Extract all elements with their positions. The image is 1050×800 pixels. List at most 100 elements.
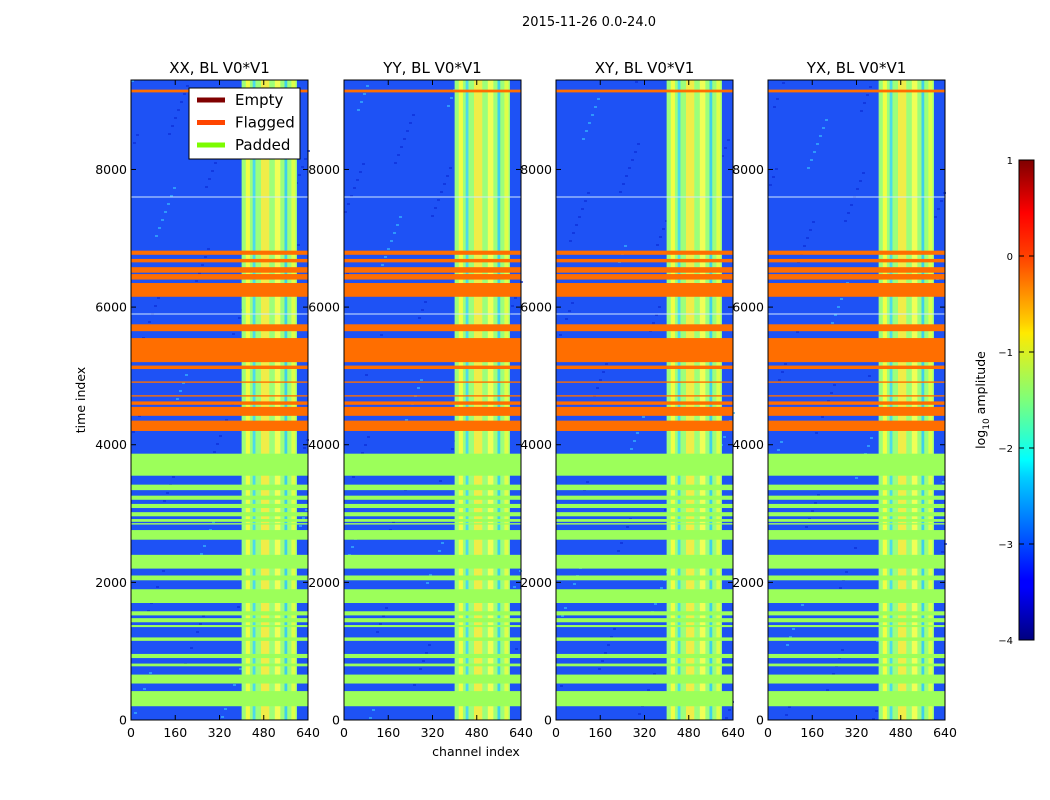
- x-tick-label: 0: [340, 725, 348, 740]
- flagged-row: [768, 250, 945, 255]
- heatmap-noise: [826, 689, 829, 691]
- heatmap-noise: [396, 224, 399, 226]
- heatmap-noise: [232, 333, 235, 335]
- heatmap-noise: [721, 155, 724, 157]
- heatmap-noise: [561, 615, 564, 617]
- heatmap-noise: [364, 444, 367, 446]
- flagged-row: [344, 395, 521, 397]
- heatmap-noise: [162, 570, 165, 572]
- heatmap-noise: [619, 191, 622, 193]
- padded-row: [344, 611, 521, 616]
- heatmap-noise: [164, 211, 167, 213]
- heatmap-noise: [629, 518, 632, 520]
- x-tick-label: 480: [252, 725, 276, 740]
- padded-row: [344, 453, 521, 476]
- padded-row: [344, 484, 521, 491]
- heatmap-noise: [213, 451, 216, 453]
- heatmap-noise: [161, 219, 164, 221]
- padded-row: [768, 637, 945, 641]
- heatmap-noise: [860, 110, 863, 112]
- heatmap-noise: [658, 306, 661, 308]
- padded-row: [768, 495, 945, 500]
- heatmap-noise: [202, 615, 205, 617]
- y-tick-label: 8000: [732, 162, 764, 177]
- heatmap-noise: [403, 138, 406, 140]
- heatmap-noise: [630, 448, 633, 450]
- heatmap-noise: [447, 105, 450, 107]
- suptitle: 2015-11-26 0.0-24.0: [522, 15, 656, 30]
- heatmap-noise: [204, 256, 207, 258]
- heatmap-noise: [638, 713, 641, 715]
- heatmap-noise: [221, 716, 224, 718]
- heatmap-noise: [201, 264, 204, 266]
- heatmap-noise: [575, 224, 578, 226]
- padded-row: [556, 503, 733, 509]
- heatmap-noise: [725, 717, 728, 719]
- x-tick-label: 640: [721, 725, 745, 740]
- channel-stripe: [487, 80, 494, 720]
- padded-row: [768, 523, 945, 525]
- padded-row: [768, 625, 945, 628]
- padded-row: [768, 663, 945, 667]
- heatmap-noise: [601, 660, 604, 662]
- flagged-row: [344, 283, 521, 297]
- heatmap-noise: [211, 170, 214, 172]
- channel-stripe: [274, 80, 281, 720]
- padded-row: [131, 611, 308, 616]
- y-tick-label: 0: [119, 713, 127, 728]
- channel-stripe: [699, 80, 706, 720]
- heatmap-noise: [384, 256, 387, 258]
- flagged-row: [131, 406, 308, 416]
- x-tick-label: 320: [633, 725, 657, 740]
- heatmap-noise: [171, 125, 174, 127]
- heatmap-noise: [379, 623, 382, 625]
- flagged-row: [344, 365, 521, 370]
- heatmap-noise: [424, 301, 427, 303]
- heatmap-noise: [382, 615, 385, 617]
- heatmap-noise: [773, 106, 776, 108]
- padded-row: [131, 523, 308, 525]
- x-tick-label: 640: [296, 725, 320, 740]
- heatmap-noise: [418, 317, 421, 319]
- heatmap-noise: [788, 706, 791, 708]
- heatmap-noise: [360, 101, 363, 103]
- flagged-row: [768, 258, 945, 263]
- channel-stripe: [889, 80, 893, 720]
- heatmap-noise: [578, 216, 581, 218]
- padded-row: [344, 589, 521, 604]
- padded-row: [768, 530, 945, 540]
- padded-row: [131, 637, 308, 641]
- padded-row: [768, 519, 945, 522]
- x-tick-label: 480: [889, 725, 913, 740]
- y-tick-label: 2000: [308, 575, 340, 590]
- x-tick-label: 0: [764, 725, 772, 740]
- heatmap-noise: [420, 379, 423, 381]
- heatmap-noise: [173, 187, 176, 189]
- heatmap-noise: [565, 318, 568, 320]
- heatmap-noise: [872, 718, 875, 720]
- heatmap-noise: [846, 282, 849, 284]
- heatmap-noise: [841, 649, 844, 651]
- heatmap-noise: [624, 245, 627, 247]
- flagged-row: [131, 258, 308, 263]
- x-tick-label: 160: [800, 725, 824, 740]
- heatmap-noise: [363, 93, 366, 95]
- flagged-row: [344, 406, 521, 416]
- heatmap-noise: [727, 139, 730, 141]
- padded-row: [768, 618, 945, 623]
- padded-row: [768, 589, 945, 604]
- x-tick-label: 160: [376, 725, 400, 740]
- heatmap-noise: [353, 187, 356, 189]
- flagged-row: [131, 274, 308, 280]
- padded-row: [344, 674, 521, 684]
- flagged-row: [344, 338, 521, 363]
- y-tick-label: 2000: [732, 575, 764, 590]
- channel-stripe: [458, 80, 463, 720]
- padded-row: [768, 611, 945, 616]
- x-tick-label: 0: [552, 725, 560, 740]
- heatmap-noise: [425, 652, 428, 654]
- y-tick-label: 6000: [95, 300, 127, 315]
- heatmap-noise: [591, 114, 594, 116]
- flagged-row: [344, 381, 521, 383]
- heatmap-noise: [305, 509, 308, 511]
